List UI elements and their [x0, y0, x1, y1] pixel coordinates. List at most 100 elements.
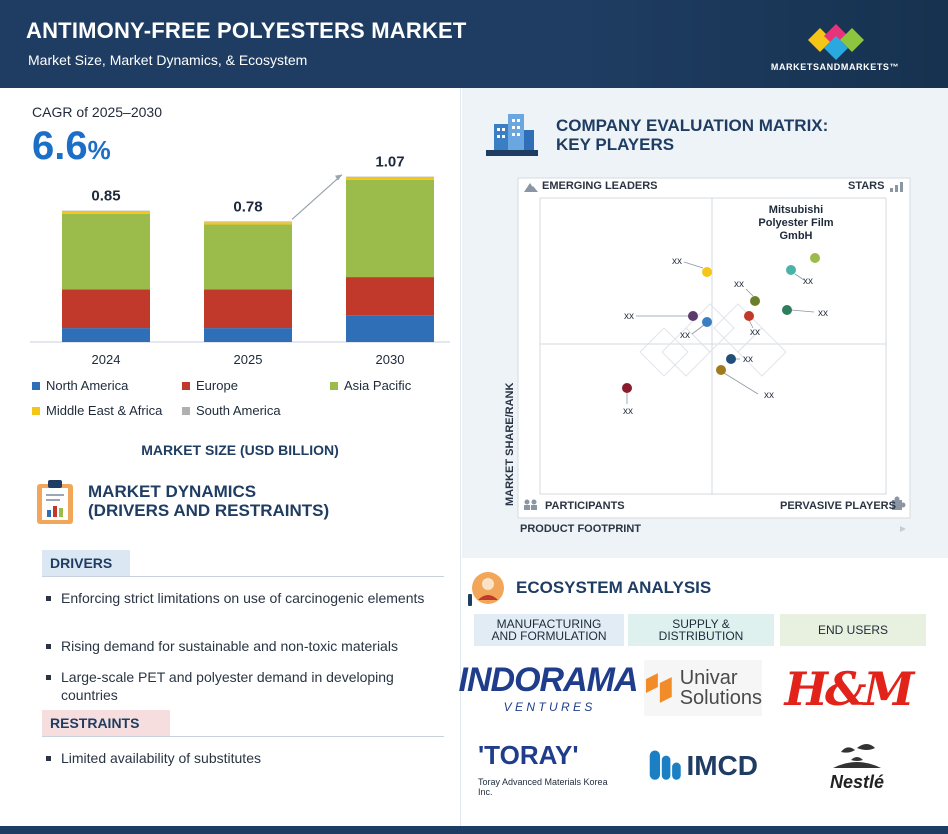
bar-segment-south-america-2025	[204, 221, 292, 223]
buildings-icon	[486, 114, 538, 156]
nest-birds-icon	[833, 743, 881, 768]
bar-segment-asia-pacific-2025	[204, 224, 292, 290]
cagr-label: CAGR of 2025–2030	[32, 104, 162, 120]
legend-label: South America	[196, 403, 281, 418]
matrix-point	[810, 253, 820, 263]
quadrant-stars: STARS	[848, 180, 885, 192]
column-label-line1: MANUFACTURING	[496, 617, 602, 631]
matrix-point-label: xx	[764, 390, 774, 401]
legend-item-north-america: North America	[32, 378, 128, 393]
x-tick-label: 2024	[92, 352, 121, 367]
marketsandmarkets-logo[interactable]: MARKETSANDMARKETS™	[760, 18, 910, 78]
imcd-logo: IMCD	[648, 738, 758, 794]
column-label: END USERS	[817, 623, 888, 637]
bullet-icon	[46, 596, 51, 601]
y-axis-label: MARKET SHARE/RANK	[504, 382, 516, 506]
bar-segment-europe-2024	[62, 289, 150, 329]
ecosystem-column-manufacturing: MANUFACTURING AND FORMULATION	[474, 614, 624, 646]
legend-swatch-south-america	[182, 406, 190, 415]
driver-text: Rising demand for sustainable and non-to…	[61, 638, 398, 654]
matrix-leader-lines	[626, 261, 815, 404]
leader-line	[683, 261, 704, 269]
legend-item-south-america: South America	[182, 403, 281, 418]
matrix-point-label: xx	[680, 330, 690, 341]
column-label-line2: AND FORMULATION	[491, 629, 607, 643]
matrix-point	[726, 354, 736, 364]
legend-label: Asia Pacific	[344, 378, 412, 393]
hm-logo: H&M	[785, 660, 915, 718]
person-icon	[468, 572, 504, 606]
matrix-point-label: xx	[743, 354, 753, 365]
x-axis-arrow-icon	[900, 526, 906, 532]
driver-text: Enforcing strict limitations on use of c…	[61, 590, 425, 606]
growth-arrow	[291, 174, 343, 220]
bar-segment-north-america-2030	[346, 315, 434, 342]
nestle-wordmark: Nestlé	[829, 771, 885, 792]
legend-item-europe: Europe	[182, 378, 238, 393]
chart-title: MARKET SIZE (USD BILLION)	[141, 442, 339, 458]
quadrant-emerging-leaders: EMERGING LEADERS	[542, 180, 658, 192]
x-axis-label: PRODUCT FOOTPRINT	[520, 523, 641, 535]
legend-label: North America	[46, 378, 129, 393]
cagr-number: 6.6	[32, 124, 88, 168]
legend-swatch-mea	[32, 406, 40, 415]
matrix-point	[750, 296, 760, 306]
driver-item: Rising demand for sustainable and non-to…	[46, 637, 436, 655]
matrix-points	[622, 253, 820, 393]
bar-segment-asia-pacific-2024	[62, 213, 150, 290]
legend-swatch-europe	[182, 381, 190, 390]
ecosystem-column-supply: SUPPLY & DISTRIBUTION	[628, 614, 774, 646]
company-matrix-title: COMPANY EVALUATION MATRIX: KEY PLAYERS	[556, 116, 916, 154]
growth-arrow-head	[335, 174, 342, 181]
page-subtitle: Market Size, Market Dynamics, & Ecosyste…	[28, 52, 308, 68]
indorama-ventures-logo: INDORAMA V E N T U R E S	[459, 656, 639, 718]
logo-diamonds-icon	[808, 24, 864, 60]
mountain-icon	[524, 183, 538, 192]
restraints-heading: RESTRAINTS	[42, 710, 170, 736]
matrix-point	[702, 317, 712, 327]
drivers-divider	[42, 576, 444, 577]
quadrant-pervasive-players: PERVASIVE PLAYERS	[780, 500, 896, 512]
driver-item: Enforcing strict limitations on use of c…	[46, 589, 436, 607]
bar-total-label: 0.78	[233, 198, 262, 215]
matrix-point	[782, 305, 792, 315]
nestle-logo: Nestlé	[812, 734, 902, 796]
page-title: ANTIMONY-FREE POLYESTERS MARKET	[26, 18, 467, 43]
legend-label: Europe	[196, 378, 238, 393]
leader-line	[745, 288, 754, 297]
toray-subtitle: Toray Advanced Materials Korea Inc.	[478, 776, 608, 797]
matrix-plot-area	[539, 197, 887, 495]
company-evaluation-matrix: xx xx xx xx xx xx xx xx xx xx	[517, 177, 911, 532]
matrix-point-label: xx	[623, 406, 633, 417]
header-banner: ANTIMONY-FREE POLYESTERS MARKET Market S…	[0, 0, 948, 88]
bar-segment-north-america-2025	[204, 328, 292, 342]
bar-segment-south-america-2030	[346, 176, 434, 178]
leader-line	[723, 372, 759, 395]
bar-segment-north-america-2024	[62, 328, 150, 342]
indorama-wordmark: INDORAMA	[458, 660, 639, 699]
company-matrix-title-line2: KEY PLAYERS	[556, 135, 675, 154]
ecosystem-column-end-users: END USERS	[780, 614, 926, 646]
bullet-icon	[46, 644, 51, 649]
x-tick-label: 2030	[376, 352, 405, 367]
bar-segment-asia-pacific-2030	[346, 179, 434, 278]
column-label-line1: SUPPLY &	[672, 617, 730, 631]
indorama-subtitle: V E N T U R E S	[503, 699, 593, 714]
matrix-point-label: xx	[734, 279, 744, 290]
univar-solutions-logo: Univar Solutions	[644, 660, 762, 716]
imcd-wordmark: IMCD	[686, 750, 758, 781]
matrix-point-label: xx	[818, 308, 828, 319]
bar-segment-europe-2030	[346, 277, 434, 316]
matrix-point-label: xx	[672, 256, 682, 267]
drivers-heading: DRIVERS	[42, 550, 130, 576]
matrix-point	[622, 383, 632, 393]
restraint-text: Limited availability of substitutes	[61, 750, 261, 766]
bullet-icon	[46, 756, 51, 761]
leader-line	[794, 273, 805, 281]
matrix-point	[786, 265, 796, 275]
bullet-icon	[46, 675, 51, 680]
company-matrix-title-line1: COMPANY EVALUATION MATRIX:	[556, 116, 829, 135]
restraints-divider	[42, 736, 444, 737]
matrix-diamond-guides	[639, 303, 787, 377]
matrix-point-label: xx	[803, 276, 813, 287]
